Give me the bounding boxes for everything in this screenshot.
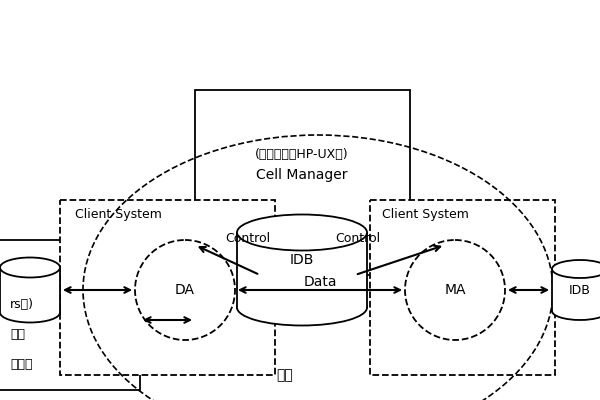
Text: 网络: 网络 xyxy=(277,368,293,382)
Circle shape xyxy=(135,240,235,340)
Text: MA: MA xyxy=(444,283,466,297)
Text: IDB: IDB xyxy=(290,253,314,267)
Bar xyxy=(237,232,367,308)
Text: Cell Manager: Cell Manager xyxy=(256,168,348,182)
Bar xyxy=(60,200,275,375)
Text: Control: Control xyxy=(226,232,271,244)
Text: 面组件: 面组件 xyxy=(10,358,32,372)
Bar xyxy=(0,268,60,312)
Text: (安装在内网HP-UX上): (安装在内网HP-UX上) xyxy=(255,148,349,162)
Ellipse shape xyxy=(0,258,60,278)
Text: Client System: Client System xyxy=(382,208,469,221)
Ellipse shape xyxy=(237,290,367,326)
Text: Data: Data xyxy=(303,275,337,289)
Ellipse shape xyxy=(0,302,60,322)
Text: Control: Control xyxy=(335,232,380,244)
Text: DA: DA xyxy=(175,283,195,297)
Ellipse shape xyxy=(552,302,600,320)
Text: IDB: IDB xyxy=(569,284,591,296)
Text: 内网: 内网 xyxy=(10,328,25,342)
Bar xyxy=(195,90,410,275)
Bar xyxy=(552,269,600,311)
Circle shape xyxy=(405,240,505,340)
Text: Client System: Client System xyxy=(75,208,162,221)
Bar xyxy=(0,240,140,390)
Bar xyxy=(370,200,555,375)
Text: rs上): rs上) xyxy=(10,298,34,312)
Ellipse shape xyxy=(552,260,600,278)
Ellipse shape xyxy=(237,214,367,250)
